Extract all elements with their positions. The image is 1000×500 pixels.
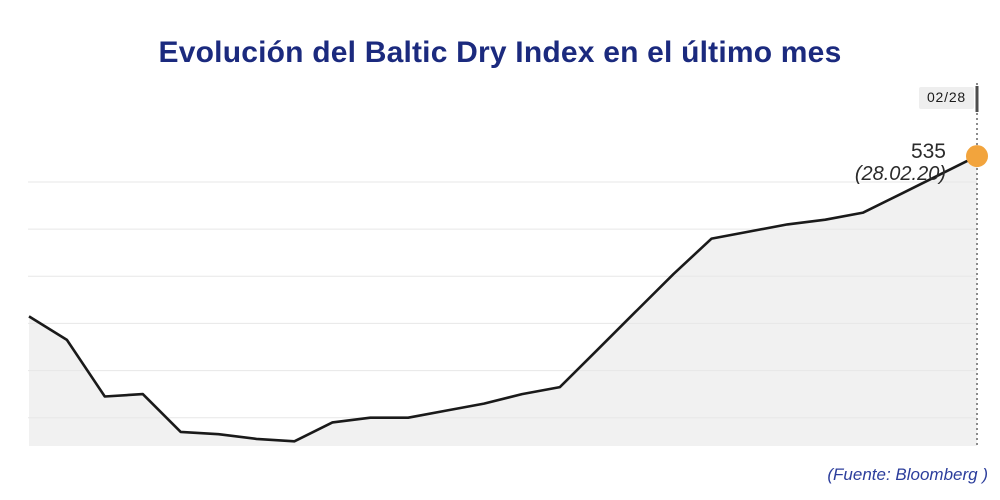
crosshair-date-text: 02/28: [926, 89, 966, 105]
last-date-text: (28.02.20): [854, 163, 946, 185]
crosshair-date-label: 02/28: [918, 87, 974, 109]
chart-title: Evolución del Baltic Dry Index en el últ…: [158, 36, 842, 69]
last-value-text: 535: [910, 140, 946, 163]
source-note: (Fuente: Bloomberg ): [827, 465, 988, 484]
last-point-marker: [966, 145, 988, 168]
series-area-fill: [29, 156, 977, 446]
series-line: [28, 154, 978, 443]
last-point-label: 535 (28.02.20): [854, 140, 946, 186]
crosshair-label-tick: [975, 86, 979, 112]
